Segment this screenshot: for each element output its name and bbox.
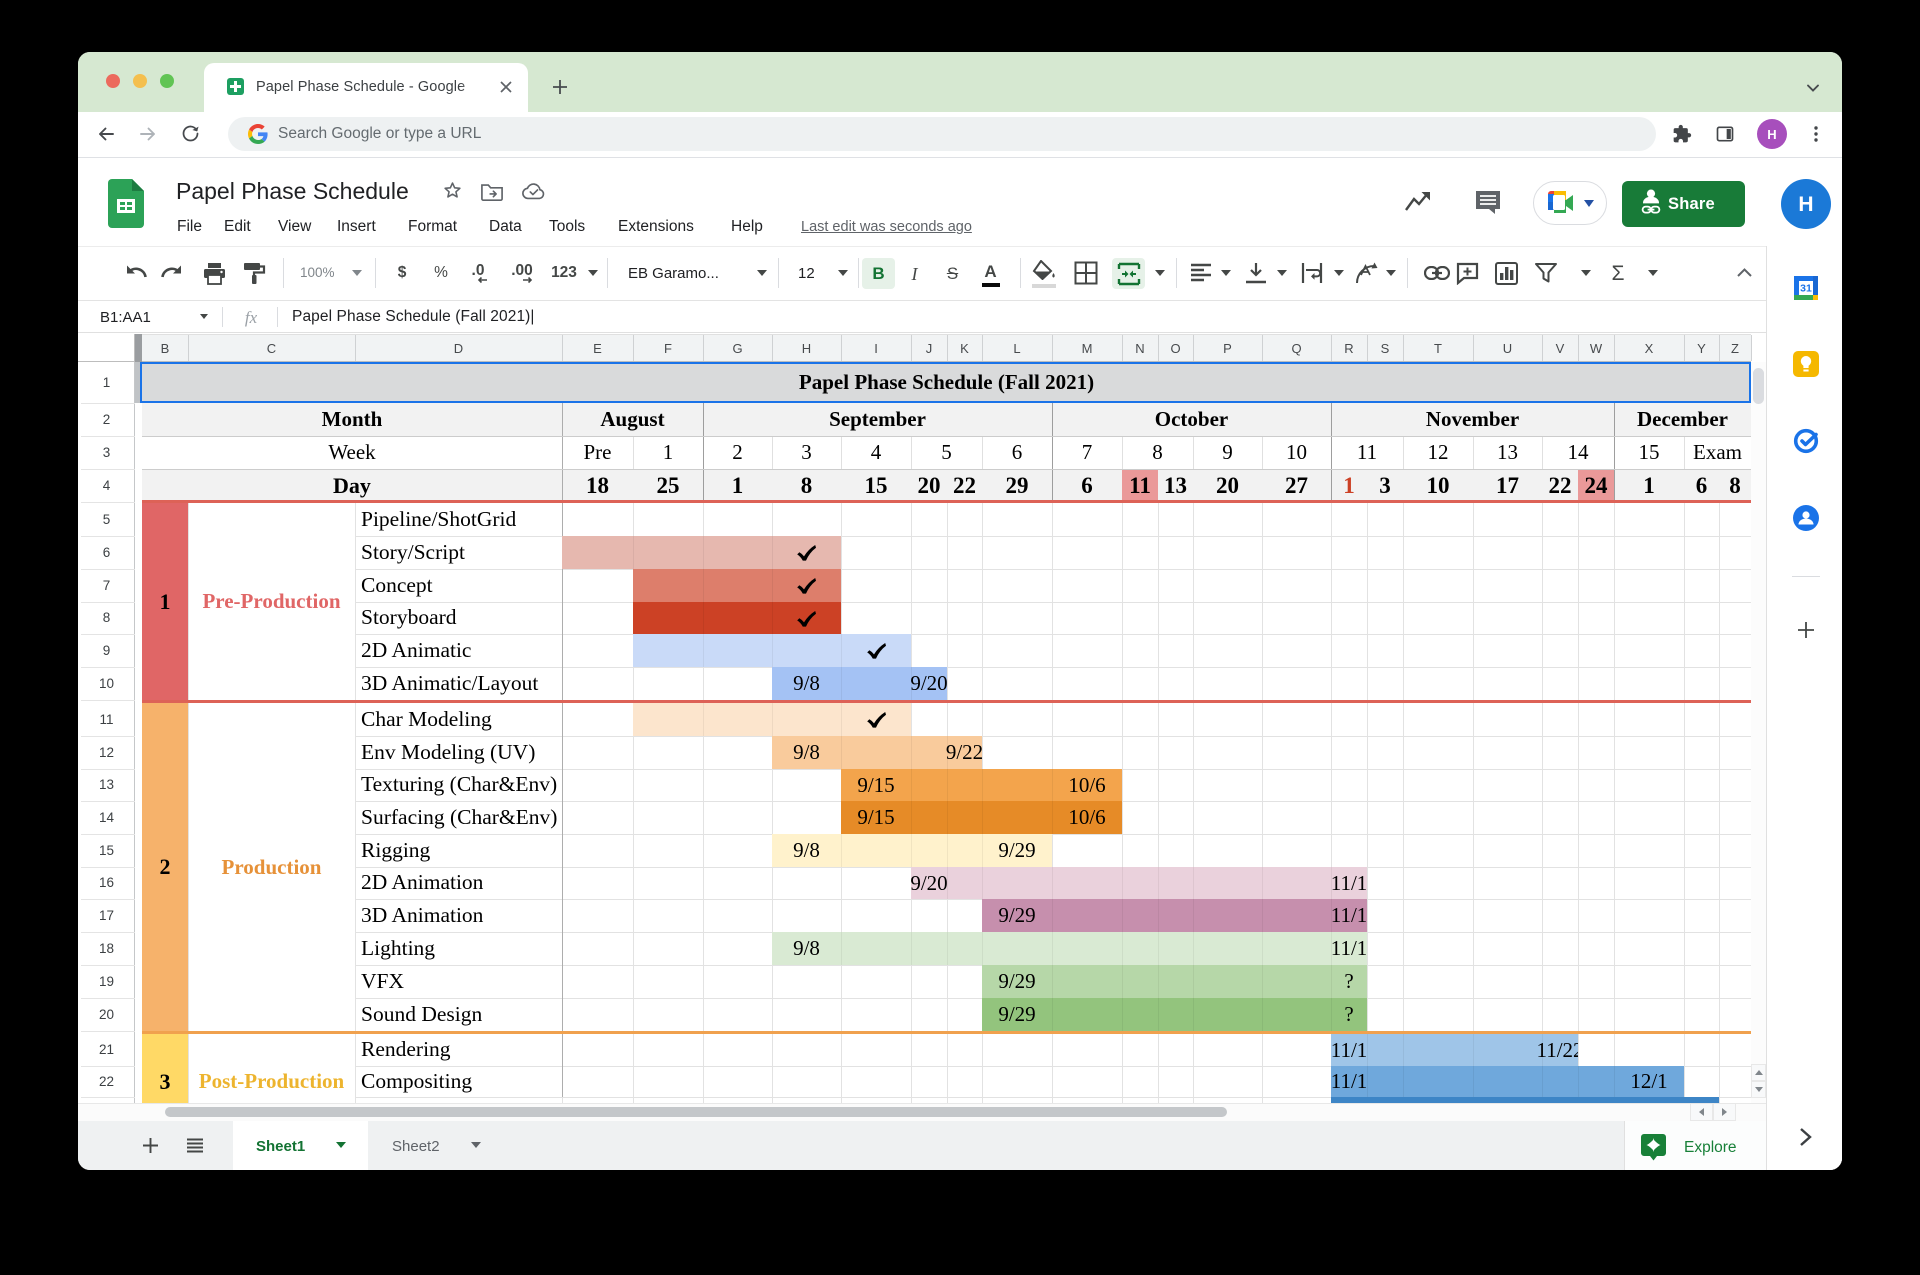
svg-text:31: 31 <box>1800 283 1812 295</box>
